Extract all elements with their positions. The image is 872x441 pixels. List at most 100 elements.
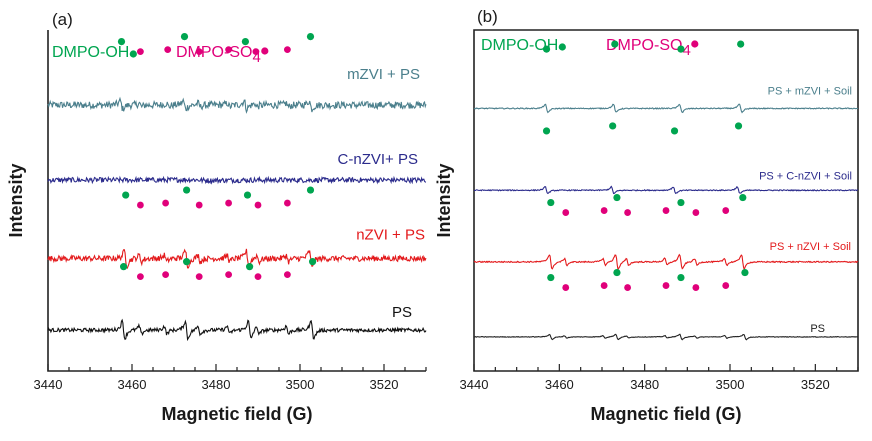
dmpo-so4-marker bbox=[662, 207, 670, 214]
x-tick-label: 3460 bbox=[118, 377, 147, 392]
dmpo-oh-marker bbox=[117, 37, 126, 46]
x-tick-label: 3480 bbox=[202, 377, 231, 392]
series-label: nZVI + PS bbox=[356, 226, 425, 243]
x-tick-label: 3520 bbox=[801, 377, 830, 392]
dmpo-oh-marker bbox=[547, 198, 555, 207]
dmpo-oh-marker bbox=[739, 193, 747, 202]
series-line bbox=[473, 253, 859, 272]
dmpo-so4-marker bbox=[562, 209, 570, 216]
dmpo-so4-marker bbox=[284, 199, 291, 207]
dmpo-so4-marker bbox=[225, 271, 233, 279]
dmpo-so4-marker bbox=[624, 209, 631, 216]
series-line bbox=[473, 103, 859, 114]
x-tick-label: 3500 bbox=[286, 377, 315, 392]
dmpo-oh-marker bbox=[542, 45, 551, 53]
series-label: PS bbox=[392, 304, 412, 321]
x-axis-title: Magnetic field (G) bbox=[590, 404, 741, 424]
series-line bbox=[47, 96, 427, 114]
dmpo-so4-marker bbox=[162, 199, 170, 207]
series-line bbox=[47, 248, 427, 270]
dmpo-so4-marker bbox=[195, 48, 203, 55]
dmpo-oh-marker bbox=[677, 273, 685, 282]
dmpo-so4-marker bbox=[722, 282, 730, 289]
panel-label: (a) bbox=[52, 10, 73, 29]
dmpo-oh-marker bbox=[613, 268, 621, 277]
legend-label: DMPO-OH bbox=[481, 37, 558, 54]
dmpo-so4-marker bbox=[254, 201, 262, 209]
y-axis-title: Intensity bbox=[434, 163, 454, 237]
dmpo-oh-marker bbox=[241, 37, 249, 46]
dmpo-oh-marker bbox=[677, 198, 685, 207]
series-line bbox=[473, 333, 859, 341]
dmpo-oh-marker bbox=[677, 45, 685, 53]
legend-label: DMPO-SO4 bbox=[606, 37, 691, 59]
panel-b: 3440 3460 3480 3500 3520 Magnetic field (G) In… bbox=[434, 7, 859, 424]
dmpo-oh-marker bbox=[542, 127, 551, 135]
dmpo-so4-marker bbox=[225, 199, 233, 207]
dmpo-oh-marker bbox=[613, 193, 621, 202]
dmpo-oh-marker bbox=[670, 127, 679, 135]
series-line bbox=[47, 318, 427, 342]
legend-marker bbox=[129, 50, 137, 58]
dmpo-so4-marker bbox=[692, 284, 700, 291]
dmpo-so4-marker bbox=[225, 46, 233, 53]
dmpo-so4-marker bbox=[254, 273, 262, 281]
dmpo-oh-marker bbox=[122, 191, 130, 199]
x-axis-title: Magnetic field (G) bbox=[161, 404, 312, 424]
series-line bbox=[473, 185, 859, 195]
dmpo-so4-marker bbox=[692, 209, 700, 216]
dmpo-oh-marker bbox=[611, 40, 619, 48]
dmpo-oh-marker bbox=[547, 273, 555, 282]
dmpo-so4-marker bbox=[600, 282, 608, 289]
legend-marker bbox=[558, 43, 566, 51]
x-tick-label: 3520 bbox=[370, 377, 399, 392]
dmpo-so4-marker bbox=[195, 201, 203, 209]
series-label: PS bbox=[810, 323, 825, 335]
dmpo-oh-marker bbox=[609, 122, 617, 130]
series-label: PS + nZVI + Soil bbox=[770, 241, 851, 253]
dmpo-so4-marker bbox=[624, 284, 631, 291]
dmpo-so4-marker bbox=[137, 48, 144, 55]
dmpo-oh-marker bbox=[183, 258, 191, 266]
panel-a: 3440 3460 3480 3500 3520 Magnetic field (G) In… bbox=[6, 10, 427, 424]
dmpo-so4-marker bbox=[600, 207, 608, 214]
dmpo-oh-marker bbox=[741, 268, 749, 277]
legend-label: DMPO-SO4 bbox=[176, 44, 261, 66]
legend-marker bbox=[691, 40, 699, 48]
panel-label: (b) bbox=[477, 7, 498, 26]
dmpo-so4-marker bbox=[562, 284, 570, 291]
series-label: C-nZVI+ PS bbox=[338, 151, 418, 168]
dmpo-oh-marker bbox=[246, 263, 254, 271]
dmpo-oh-marker bbox=[243, 191, 252, 199]
x-tick-label: 3460 bbox=[545, 377, 574, 392]
dmpo-oh-marker bbox=[180, 32, 189, 41]
x-tick-label: 3480 bbox=[630, 377, 659, 392]
dmpo-so4-marker bbox=[137, 201, 144, 209]
dmpo-so4-marker bbox=[284, 46, 291, 53]
dmpo-so4-marker bbox=[662, 282, 670, 289]
dmpo-so4-marker bbox=[162, 271, 170, 279]
dmpo-so4-marker bbox=[195, 273, 203, 281]
series-label: PS + mZVI + Soil bbox=[768, 85, 852, 97]
series-line bbox=[47, 175, 427, 185]
dmpo-oh-marker bbox=[120, 263, 128, 271]
series-label: mZVI + PS bbox=[347, 66, 420, 83]
y-axis-title: Intensity bbox=[6, 163, 26, 237]
legend-marker bbox=[261, 47, 269, 55]
dmpo-so4-marker bbox=[284, 271, 291, 279]
dmpo-so4-marker bbox=[252, 48, 260, 55]
x-tick-label: 3440 bbox=[460, 377, 489, 392]
legend-label: DMPO-OH bbox=[52, 44, 129, 61]
dmpo-oh-marker bbox=[309, 258, 317, 266]
axes-frame bbox=[473, 29, 859, 372]
dmpo-so4-marker bbox=[137, 273, 144, 281]
dmpo-oh-marker bbox=[183, 186, 191, 194]
dmpo-oh-marker bbox=[734, 122, 743, 130]
x-tick-label: 3440 bbox=[34, 377, 63, 392]
x-tick-label: 3500 bbox=[716, 377, 745, 392]
dmpo-oh-marker bbox=[306, 32, 315, 41]
dmpo-oh-marker bbox=[737, 40, 745, 48]
dmpo-so4-marker bbox=[164, 46, 172, 53]
dmpo-oh-marker bbox=[306, 186, 315, 194]
